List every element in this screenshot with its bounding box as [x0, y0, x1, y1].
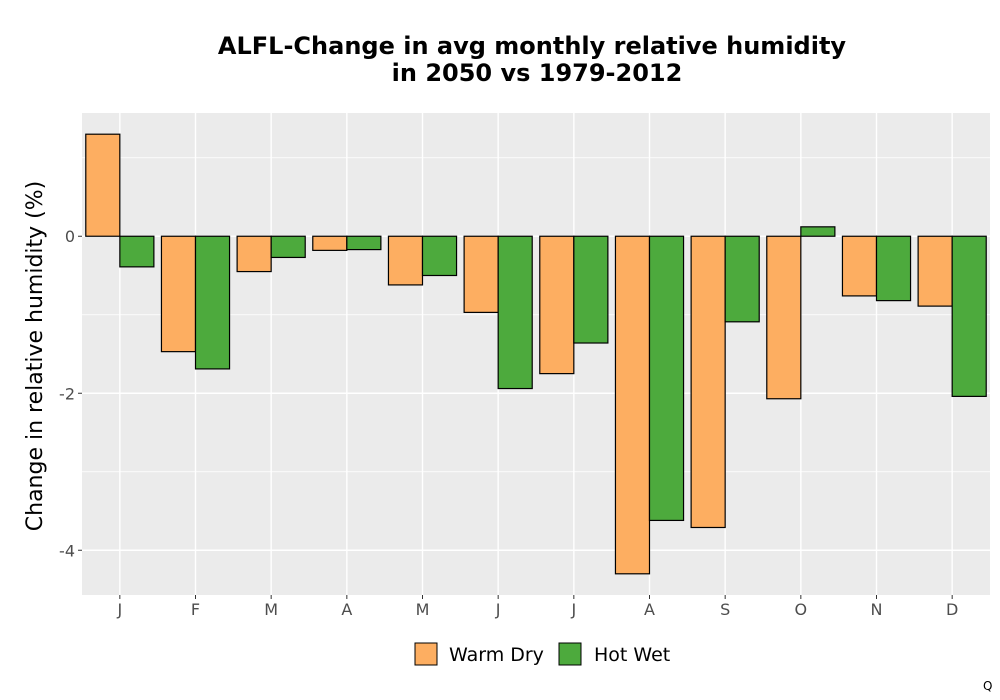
bar-hot-wet-9 [724, 235, 760, 323]
chart-title-line-2: in 2050 vs 1979-2012 [392, 59, 683, 87]
x-tick-label: J [116, 600, 122, 619]
plot-panel [82, 113, 990, 595]
y-tick-label: -2 [59, 384, 75, 403]
bar-hot-wet-8 [648, 235, 685, 522]
legend-key-warm-dry [414, 642, 438, 666]
x-tick-label: A [341, 600, 352, 619]
x-tick-label: O [795, 600, 808, 619]
bar-hot-wet-6 [497, 235, 533, 390]
bar-hot-wet-10 [800, 226, 836, 237]
bar-warm-dry-9 [690, 235, 726, 529]
legend-label-warm-dry: Warm Dry [449, 644, 544, 666]
bar-warm-dry-1 [85, 133, 121, 237]
x-tick-label: M [264, 600, 278, 619]
bar-warm-dry-8 [614, 235, 651, 575]
minor-gridlines [82, 157, 990, 473]
bar-warm-dry-7 [539, 235, 575, 375]
bar-warm-dry-12 [917, 235, 953, 307]
bar-warm-dry-2 [160, 235, 197, 353]
y-axis-title: Change in relative humidity (%) [23, 181, 48, 531]
bar-hot-wet-1 [119, 235, 155, 268]
legend: Warm Dry Hot Wet [414, 642, 670, 666]
bar-warm-dry-3 [236, 235, 272, 273]
bars [85, 133, 987, 575]
bar-hot-wet-5 [421, 235, 458, 277]
bar-warm-dry-6 [463, 235, 499, 313]
footnote: Q [983, 679, 992, 693]
x-tick-label: S [720, 600, 730, 619]
chart-title-line-1: ALFL-Change in avg monthly relative humi… [218, 32, 847, 60]
y-axis: 0 -2 -4 [59, 227, 82, 560]
bar-warm-dry-5 [387, 235, 424, 286]
bar-hot-wet-3 [270, 235, 306, 259]
x-tick-label: J [495, 600, 501, 619]
y-tick-label: -4 [59, 541, 75, 560]
x-tick-label: F [191, 600, 200, 619]
bar-warm-dry-4 [312, 235, 348, 251]
x-tick-label: D [946, 600, 958, 619]
bar-hot-wet-4 [346, 235, 382, 251]
bar-hot-wet-7 [573, 235, 609, 344]
bar-warm-dry-11 [841, 235, 878, 297]
x-tick-label: M [416, 600, 430, 619]
y-tick-label: 0 [65, 227, 75, 246]
bar-warm-dry-10 [766, 235, 802, 400]
legend-key-hot-wet [558, 642, 582, 666]
bar-hot-wet-2 [194, 235, 231, 370]
legend-label-hot-wet: Hot Wet [594, 644, 670, 666]
bar-hot-wet-12 [951, 235, 987, 397]
x-tick-label: N [871, 600, 883, 619]
x-tick-label: J [570, 600, 576, 619]
x-tick-label: A [644, 600, 655, 619]
bar-hot-wet-11 [875, 235, 912, 302]
